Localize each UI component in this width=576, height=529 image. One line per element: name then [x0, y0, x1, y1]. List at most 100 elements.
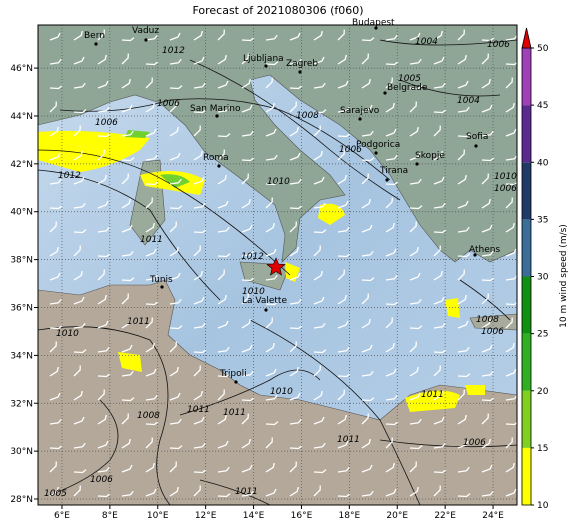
wind-barb [73, 82, 86, 89]
wind-barb [169, 58, 182, 65]
wind-barb [97, 253, 111, 258]
wind-barb [289, 85, 303, 90]
wind-barb [289, 272, 301, 281]
colorbar-tick-label: 45 [537, 101, 548, 111]
wind-barb [265, 248, 277, 257]
isobar-label: 1005 [398, 74, 421, 84]
isobar-label: 1004 [415, 37, 438, 47]
wind-barb [49, 101, 57, 113]
wind-barb [337, 106, 350, 113]
wind-barb [457, 320, 469, 329]
wind-barb [217, 294, 227, 305]
map-area [38, 25, 517, 505]
wind-barb [217, 54, 227, 65]
wind-barb [361, 173, 369, 185]
wind-barb [505, 197, 513, 209]
wind-barb [289, 298, 302, 305]
wind-barb [481, 37, 495, 42]
wind-barb [145, 301, 159, 306]
wind-barb [241, 413, 249, 425]
isobar-labels: 1004 1006 1012 1006 1006 1008 1006 1005 … [44, 37, 517, 499]
wind-barb [97, 149, 105, 161]
colorbar-segment [522, 48, 531, 106]
wind-barb [313, 176, 325, 185]
wind-barb [121, 490, 134, 497]
wind-barb [193, 416, 205, 425]
isobar-label: 1012 [241, 252, 264, 262]
wind-barb [145, 342, 155, 353]
wind-barb [409, 85, 423, 90]
wind-barb [457, 200, 469, 209]
city-label: Sarajevo [340, 106, 380, 116]
x-tick-label: 10°E [147, 511, 169, 521]
isobars [38, 39, 517, 505]
wind-barb [121, 198, 131, 209]
wind-barb [265, 222, 275, 233]
city-label: Ljubljana [243, 54, 284, 64]
wind-barb [337, 493, 351, 498]
isobar-label: 1006 [494, 184, 517, 194]
wind-barb [217, 389, 225, 401]
wind-barb [193, 245, 201, 257]
wind-barb [313, 349, 327, 354]
wind-barb [313, 390, 323, 401]
wind-barb [457, 226, 470, 233]
wind-barb [121, 37, 135, 42]
isobar-label: 1010 [56, 329, 79, 339]
city-label: Sofia [466, 132, 488, 142]
wind-barb [121, 78, 131, 89]
wind-barb [97, 106, 110, 113]
wind-barb [289, 152, 301, 161]
wind-barb [481, 413, 489, 425]
wind-barb [313, 202, 326, 209]
wind-barb [433, 416, 445, 425]
isobar-label: 1008 [476, 315, 499, 325]
wind-barb [481, 318, 491, 329]
wind-barb [193, 365, 201, 377]
wind-barb [409, 461, 417, 473]
isobar-label: 1011 [187, 405, 210, 415]
wind-barb [313, 485, 321, 497]
wind-barb [433, 390, 443, 401]
wind-barb [409, 298, 422, 305]
wind-barb [193, 82, 206, 89]
wind-barb [169, 178, 182, 185]
wind-barb [73, 322, 86, 329]
wind-barb [313, 365, 321, 377]
wind-barb [241, 224, 253, 233]
wind-barb [313, 125, 321, 137]
wind-barb [49, 418, 62, 425]
wind-barb [169, 32, 181, 41]
wind-barb [73, 442, 86, 449]
wind-barb [97, 133, 111, 138]
wind-barb [169, 366, 179, 377]
wind-barb [433, 349, 447, 354]
isobar-label: 1011 [140, 235, 163, 245]
wind-barb [241, 318, 251, 329]
wind-barb [385, 181, 399, 186]
wind-barb [505, 102, 515, 113]
wind-barb [409, 341, 417, 353]
wind-barb [265, 61, 279, 66]
wind-barb [265, 368, 277, 377]
wind-barb [217, 80, 229, 89]
isobar-label: 1010 [267, 177, 290, 187]
city-label: Podgorica [356, 140, 400, 150]
wind-barb [337, 440, 349, 449]
x-tick-label: 22°E [434, 511, 456, 521]
wind-barb [361, 130, 374, 137]
grid [38, 25, 517, 505]
isobar-label: 1011 [235, 487, 258, 497]
wind-barb [145, 274, 158, 281]
wind-barb [433, 229, 447, 234]
wind-barb [433, 245, 441, 257]
wind-barb [289, 101, 297, 113]
wind-barb [169, 85, 183, 90]
wind-barb [409, 486, 419, 497]
wind-barb [217, 106, 230, 113]
wind-barb [385, 462, 395, 473]
wind-barb [97, 269, 105, 281]
map-frame [37, 24, 518, 506]
wind-barb [73, 365, 81, 377]
